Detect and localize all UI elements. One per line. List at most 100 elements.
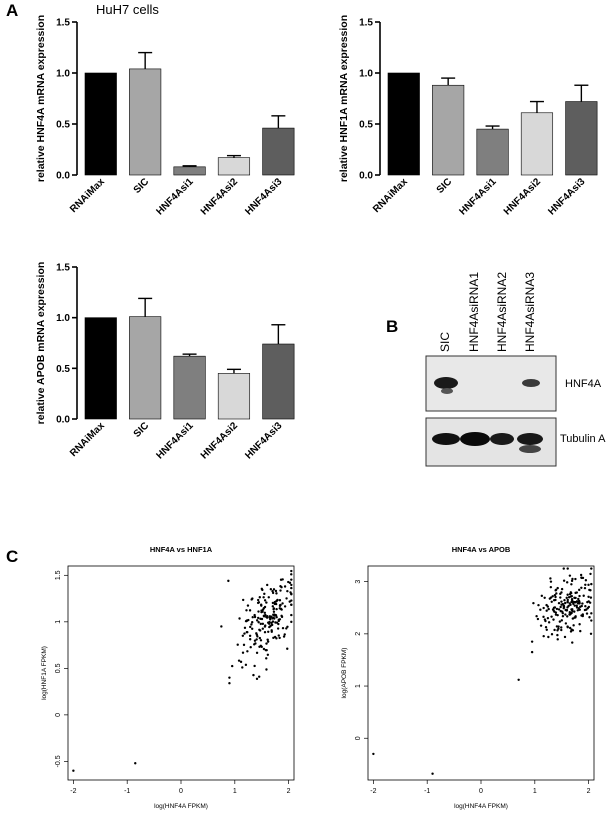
data-point bbox=[566, 625, 569, 628]
y-tick-label: 1.0 bbox=[359, 69, 373, 80]
data-point bbox=[570, 579, 574, 583]
data-point bbox=[275, 592, 278, 595]
data-point bbox=[566, 567, 569, 570]
data-point bbox=[574, 591, 577, 595]
data-point bbox=[271, 589, 274, 593]
data-point bbox=[571, 577, 574, 581]
data-point bbox=[290, 599, 293, 602]
band-tubulin-si2 bbox=[490, 433, 514, 445]
data-point bbox=[236, 643, 239, 646]
data-point bbox=[566, 600, 569, 604]
data-point bbox=[277, 634, 280, 637]
data-point bbox=[256, 598, 260, 602]
data-point bbox=[239, 660, 243, 664]
data-point bbox=[272, 610, 276, 613]
data-point bbox=[580, 586, 583, 589]
data-point bbox=[547, 607, 550, 611]
data-point bbox=[564, 622, 568, 625]
data-point bbox=[272, 607, 276, 610]
data-point bbox=[258, 636, 262, 640]
data-point bbox=[554, 595, 557, 599]
data-point bbox=[556, 613, 559, 617]
data-point-outlier bbox=[220, 625, 223, 628]
band-tubulin-si3-lower bbox=[519, 445, 541, 453]
data-point bbox=[274, 589, 278, 593]
data-point bbox=[589, 572, 592, 576]
data-point bbox=[251, 615, 254, 619]
bar-chart-hnf4a: 0.0 0.5 1.0 1.5 relative HNF4A mRNA expressi… bbox=[35, 15, 295, 218]
data-point bbox=[551, 608, 555, 611]
bar bbox=[84, 72, 117, 176]
data-point bbox=[570, 628, 573, 631]
data-point bbox=[255, 651, 259, 655]
data-point bbox=[242, 643, 246, 647]
data-point bbox=[576, 609, 580, 612]
y-tick-label: 0.5 bbox=[56, 364, 70, 375]
data-point bbox=[535, 614, 538, 618]
data-point bbox=[557, 601, 561, 605]
data-point bbox=[560, 587, 564, 591]
category-label: HNF4Asi1 bbox=[457, 176, 498, 217]
data-point bbox=[259, 617, 262, 621]
data-point bbox=[567, 604, 570, 608]
data-point bbox=[543, 618, 547, 621]
data-point bbox=[256, 635, 259, 638]
data-point bbox=[565, 581, 569, 584]
data-point bbox=[544, 626, 548, 629]
data-point bbox=[246, 650, 249, 653]
data-point bbox=[269, 588, 273, 591]
data-point bbox=[559, 605, 562, 609]
scatter-plot-apob: HNF4A vs APOB -2 -1 0 1 2 0 1 2 3 log(HNF4A FPKM) l… bbox=[341, 545, 595, 810]
data-point bbox=[550, 600, 553, 604]
data-point bbox=[557, 625, 560, 628]
data-point bbox=[261, 588, 264, 592]
x-tick-label: 0 bbox=[179, 788, 183, 795]
data-point bbox=[562, 567, 565, 570]
data-point bbox=[290, 578, 293, 581]
data-point bbox=[281, 578, 284, 581]
data-point bbox=[248, 609, 252, 612]
data-point bbox=[279, 585, 282, 588]
data-point bbox=[277, 622, 280, 626]
data-point bbox=[581, 613, 584, 617]
data-point bbox=[278, 599, 282, 602]
category-label: HNF4Asi2 bbox=[199, 176, 240, 217]
data-point bbox=[590, 582, 593, 586]
data-point bbox=[263, 611, 267, 614]
data-point bbox=[570, 608, 573, 611]
data-point bbox=[265, 642, 268, 645]
data-point bbox=[587, 595, 590, 598]
data-point bbox=[262, 647, 266, 651]
data-point bbox=[584, 605, 587, 608]
category-label: RNAiMax bbox=[68, 176, 107, 215]
data-point bbox=[259, 622, 262, 626]
data-point bbox=[290, 620, 293, 624]
data-point bbox=[282, 635, 286, 638]
y-tick-label: 0.5 bbox=[359, 120, 373, 131]
y-tick-label: 1.0 bbox=[56, 313, 70, 324]
data-point bbox=[270, 623, 273, 626]
scatter-plot-hnf1a: HNF4A vs HNF1A -2 -1 0 1 2 -0.5 0 0.5 1 1.5 log(HNF… bbox=[41, 545, 295, 810]
data-point bbox=[560, 619, 564, 622]
data-point bbox=[253, 613, 256, 617]
data-point bbox=[566, 598, 569, 602]
data-point bbox=[549, 585, 553, 589]
data-point bbox=[553, 628, 556, 632]
data-point bbox=[243, 626, 247, 630]
data-point bbox=[569, 591, 573, 595]
data-point bbox=[583, 586, 587, 590]
y-tick-label: 3 bbox=[355, 580, 362, 584]
data-point bbox=[266, 640, 270, 643]
data-point bbox=[290, 583, 293, 587]
data-point bbox=[288, 581, 292, 585]
data-point bbox=[562, 605, 566, 609]
data-point bbox=[572, 600, 575, 604]
data-point bbox=[265, 616, 269, 619]
data-point bbox=[286, 647, 289, 650]
data-point bbox=[270, 629, 273, 632]
scatter-title: HNF4A vs APOB bbox=[452, 545, 511, 554]
data-point bbox=[577, 597, 580, 601]
y-tick-label: 1.0 bbox=[56, 69, 70, 80]
data-point bbox=[275, 615, 278, 619]
data-point bbox=[273, 602, 277, 606]
